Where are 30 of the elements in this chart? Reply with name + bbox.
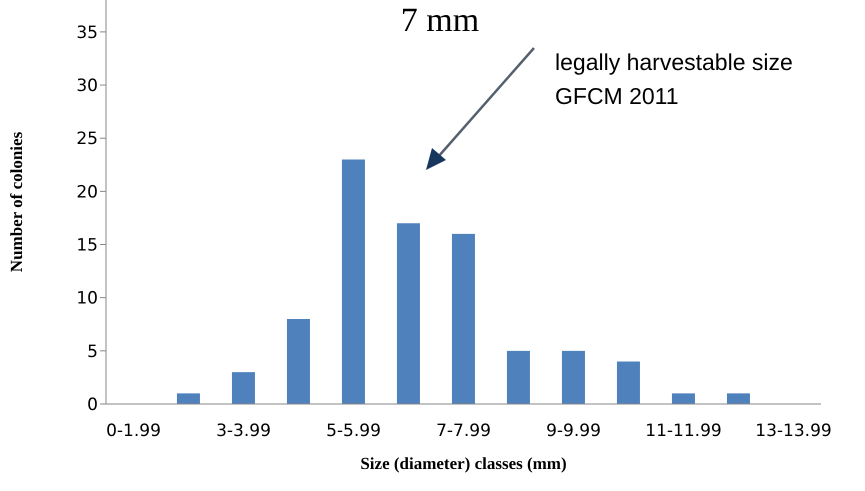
annotation: 7 mm — [400, 2, 480, 40]
bar — [396, 223, 420, 404]
y-tick-label: 35 — [76, 22, 98, 43]
y-axis-title: Number of colonies — [7, 131, 26, 272]
annotation: legally harvestable size GFCM 2011 — [555, 48, 793, 111]
x-tick-label: 7-7.99 — [436, 421, 491, 442]
bar — [176, 393, 200, 404]
bar — [452, 234, 475, 404]
x-tick-label: 9-9.99 — [546, 421, 601, 442]
x-tick-label: 3-3.99 — [216, 421, 271, 442]
x-tick-label: 5-5.99 — [326, 421, 381, 442]
y-tick-label: 30 — [76, 76, 98, 96]
bar — [562, 350, 585, 404]
bar — [232, 372, 255, 404]
bar — [616, 361, 640, 404]
y-tick-label: 25 — [76, 129, 98, 150]
bar — [726, 393, 750, 404]
bar — [506, 350, 530, 404]
y-tick-label: 5 — [87, 342, 98, 362]
x-tick-label: 11-11.99 — [645, 421, 722, 442]
bar — [672, 393, 695, 404]
bar — [342, 159, 365, 404]
x-tick-label: 0-1.99 — [106, 421, 161, 442]
x-axis-title: Size (diameter) classes (mm) — [360, 454, 567, 473]
bar — [286, 318, 310, 404]
y-tick-label: 10 — [76, 288, 98, 309]
y-tick-label: 20 — [76, 182, 98, 202]
y-tick-label: 0 — [87, 395, 98, 416]
x-tick-label: 13-13.99 — [755, 421, 832, 442]
y-tick-label: 15 — [76, 236, 98, 256]
